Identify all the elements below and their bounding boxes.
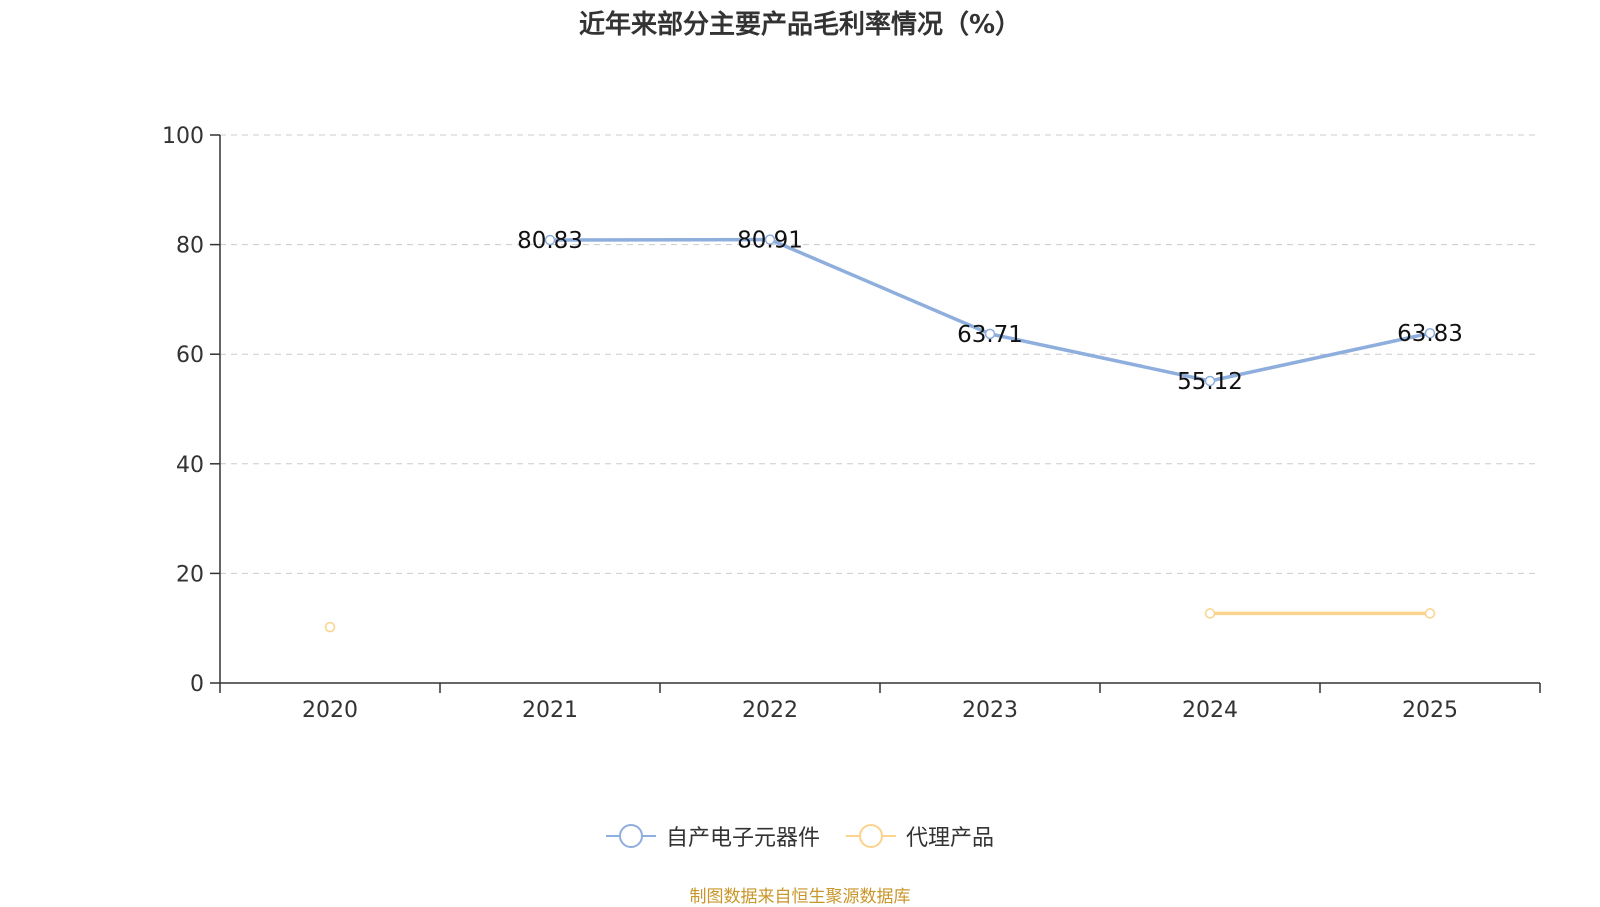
data-label: 63.71 [957, 322, 1023, 348]
data-label: 55.12 [1177, 369, 1243, 395]
y-tick-label: 40 [176, 453, 204, 478]
x-tick-label: 2025 [1402, 698, 1458, 723]
data-point [1206, 609, 1215, 618]
chart-legend: 自产电子元器件 代理产品 [0, 820, 1600, 852]
x-tick-label: 2023 [962, 698, 1018, 723]
y-tick-label: 20 [176, 562, 204, 587]
data-label: 80.83 [517, 228, 583, 254]
x-tick-label: 2022 [742, 698, 798, 723]
x-tick-label: 2020 [302, 698, 358, 723]
legend-swatch-icon [606, 822, 656, 850]
data-label: 80.91 [737, 228, 803, 254]
y-tick-label: 80 [176, 234, 204, 259]
y-tick-label: 60 [176, 343, 204, 368]
data-label: 63.83 [1397, 321, 1463, 347]
x-tick-label: 2024 [1182, 698, 1238, 723]
series-line-segment [770, 240, 990, 334]
source-note: 制图数据来自恒生聚源数据库 [0, 882, 1600, 907]
data-point [1426, 609, 1435, 618]
x-tick-label: 2021 [522, 698, 578, 723]
legend-label: 代理产品 [906, 820, 994, 852]
y-tick-label: 0 [190, 672, 204, 697]
data-point [326, 623, 335, 632]
legend-swatch-icon [846, 822, 896, 850]
legend-item[interactable]: 代理产品 [846, 820, 994, 852]
y-tick-label: 100 [162, 124, 204, 149]
legend-item[interactable]: 自产电子元器件 [606, 820, 820, 852]
legend-label: 自产电子元器件 [666, 820, 820, 852]
